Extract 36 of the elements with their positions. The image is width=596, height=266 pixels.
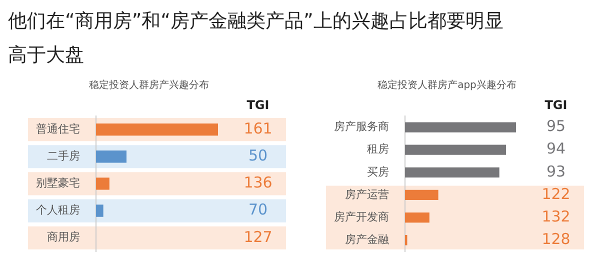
y-tick-label: 买房 <box>367 165 389 178</box>
text: 136 <box>244 174 272 192</box>
text: 161 <box>244 119 272 138</box>
y-tick-label: 别墅豪宅 <box>36 176 80 190</box>
text: TGI <box>544 98 568 112</box>
bar <box>405 167 500 178</box>
text: 95 <box>546 117 566 136</box>
y-tick-label: 房产开发商 <box>334 210 389 224</box>
y-tick-label: 个人租房 <box>36 204 80 217</box>
text: 94 <box>546 140 566 158</box>
y-tick-label: 商用房 <box>47 230 80 244</box>
bar <box>405 122 516 132</box>
text: TGI <box>246 98 270 112</box>
y-tick-label: 普通住宅 <box>36 122 80 136</box>
text: 122 <box>542 184 570 203</box>
text: 127 <box>244 228 272 246</box>
bar <box>96 150 126 163</box>
y-tick-label: 房产金融 <box>345 232 389 246</box>
text: 他们在“商用房”和“房产金融类产品”上的兴趣占比都要明显高于大盘 <box>8 9 504 68</box>
y-tick-label: 租房 <box>367 142 389 156</box>
text: 132 <box>542 207 570 226</box>
bar <box>405 144 506 155</box>
chart-title: 稳定投资人群房产app兴趣分布 <box>376 78 518 93</box>
text: 50 <box>248 146 268 165</box>
bar <box>96 123 218 136</box>
bar <box>405 190 438 200</box>
bar <box>96 178 110 190</box>
chart-title: 稳定投资人群房产兴趣分布 <box>88 78 210 93</box>
y-tick-label: 房产运营 <box>345 188 389 201</box>
bar <box>96 204 104 217</box>
text: 128 <box>542 230 570 248</box>
y-tick-label: 二手房 <box>47 149 80 162</box>
text: 70 <box>248 200 268 219</box>
bar <box>405 212 430 223</box>
text: 93 <box>546 162 566 180</box>
y-tick-label: 房产服务商 <box>334 120 389 134</box>
